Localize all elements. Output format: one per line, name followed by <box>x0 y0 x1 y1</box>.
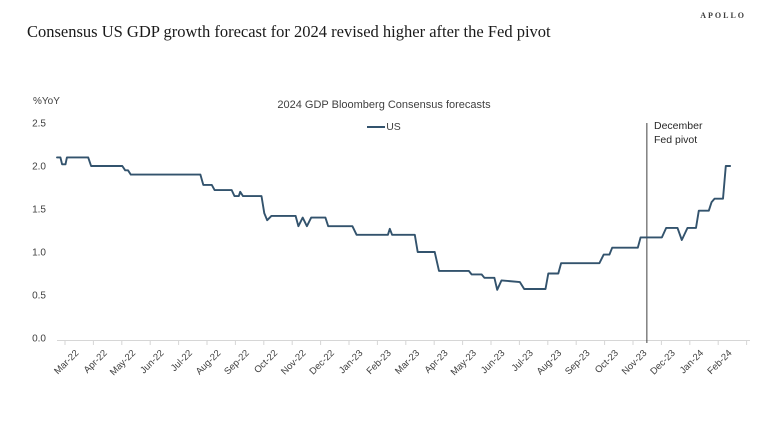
x-tick-label: Apr-23 <box>423 348 451 376</box>
x-tick-label: Mar-22 <box>52 348 81 377</box>
y-tick-label: 2.0 <box>32 162 46 173</box>
gdp-forecast-line <box>56 156 732 291</box>
x-tick-label: Feb-23 <box>365 348 394 377</box>
y-tick-label: 0.5 <box>32 291 46 302</box>
x-tick-label: Oct-22 <box>252 348 280 376</box>
legend-series-label: US <box>386 121 401 133</box>
x-tick-label: May-22 <box>108 348 138 378</box>
x-tick-label: Sep-23 <box>563 348 592 377</box>
fed-pivot-annotation-line2: Fed pivot <box>654 133 698 146</box>
fed-pivot-annotation: December Fed pivot <box>654 120 702 147</box>
x-tick-label: Jul-22 <box>169 348 195 374</box>
chart-title: 2024 GDP Bloomberg Consensus forecasts <box>277 99 491 111</box>
x-tick-label: May-23 <box>449 348 479 378</box>
x-tick-label: Nov-23 <box>620 348 649 377</box>
x-tick-label: Jun-22 <box>138 348 166 376</box>
y-tick-label: 0.0 <box>32 334 46 345</box>
page-title: Consensus US GDP growth forecast for 202… <box>27 22 551 41</box>
x-tick-label: Apr-22 <box>82 348 110 376</box>
x-tick-label: Mar-23 <box>393 348 422 377</box>
x-tick-label: Jul-23 <box>510 348 536 374</box>
x-tick-label: Jan-23 <box>337 348 365 376</box>
x-tick-label: Nov-22 <box>279 348 308 377</box>
x-tick-label: Jun-23 <box>479 348 507 376</box>
x-tick-label: Dec-23 <box>648 348 677 377</box>
x-tick-label: Sep-22 <box>222 348 251 377</box>
legend-line-swatch <box>367 126 386 128</box>
legend: US <box>0 121 768 133</box>
y-tick-label: 1.5 <box>32 205 46 216</box>
x-tick-label: Aug-23 <box>535 348 564 377</box>
fed-pivot-annotation-line1: December <box>654 120 703 132</box>
apollo-logo: APOLLO <box>700 11 746 20</box>
y-tick-label: 1.0 <box>32 248 46 259</box>
y-axis-unit-label: %YoY <box>33 96 60 107</box>
x-tick-label: Feb-24 <box>705 348 734 377</box>
x-tick-label: Oct-23 <box>593 348 621 376</box>
y-tick-label: 2.5 <box>32 119 46 130</box>
x-tick-label: Aug-22 <box>194 348 223 377</box>
x-tick-label: Jan-24 <box>678 348 706 376</box>
x-tick-label: Dec-22 <box>307 348 336 377</box>
